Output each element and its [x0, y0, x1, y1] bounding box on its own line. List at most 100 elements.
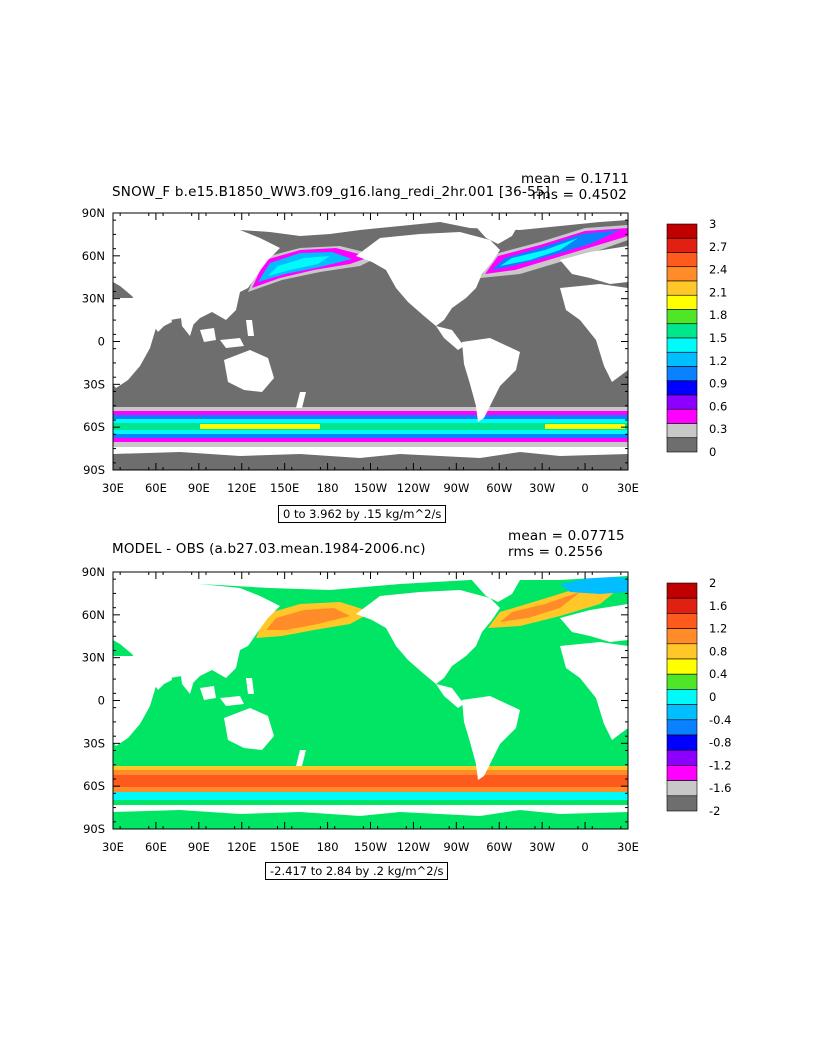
x-tick-label: 30W: [529, 481, 555, 495]
colorbar-swatch: [666, 673, 698, 690]
colorbar-label: -1.2: [709, 758, 731, 772]
colorbar-swatch: [666, 597, 698, 614]
y-tick-label: 90S: [83, 463, 105, 477]
colorbar-swatch: [666, 749, 698, 766]
natl-anom-inner: [500, 592, 580, 622]
x-tick-label: 0: [581, 481, 588, 495]
y-tick-label: 90S: [83, 822, 105, 836]
x-tick-label: 90E: [188, 481, 210, 495]
colorbar-swatch: [666, 437, 698, 453]
colorbar-label: 2.1: [709, 285, 727, 299]
y-tick-label: 60N: [82, 608, 105, 622]
x-tick-label: 120W: [397, 840, 430, 854]
axis-ticks: [112, 212, 629, 471]
colorbar-swatch: [666, 689, 698, 705]
so-band-green: [113, 423, 628, 430]
x-axis-labels: 30E 60E 90E 120E 150E 180 150W 120W 90W 60W 30W 0 30…: [102, 481, 639, 495]
snowf-panel: SNOW_F b.e15.B1850_WW3.f09_g16.lang_redi…: [0, 170, 818, 530]
y-tick-label: 60S: [83, 779, 105, 793]
colorbar-label: 2: [709, 576, 716, 590]
colorbar-swatch: [666, 237, 698, 253]
colorbar-swatch: [666, 351, 698, 367]
colorbar-label: 0.3: [709, 422, 727, 436]
colorbar-label: -0.4: [709, 713, 731, 727]
so-band-cyan: [113, 792, 628, 800]
colorbar-swatch: [666, 780, 698, 797]
x-tick-label: 0: [581, 840, 588, 854]
y-tick-label: 90N: [82, 565, 105, 579]
y-tick-label: 30N: [82, 292, 105, 306]
colorbar-swatch: [666, 337, 698, 353]
colorbar-swatch: [666, 704, 698, 721]
y-tick-label: 60S: [83, 420, 105, 434]
npac-track-inner: [258, 252, 352, 282]
colorbar-label: 1.8: [709, 308, 727, 322]
mean-label: mean = 0.1711: [521, 171, 630, 187]
x-tick-label: 30E: [102, 481, 124, 495]
y-tick-label: 60N: [82, 249, 105, 263]
rms-label: rms = 0.4502: [532, 187, 628, 203]
x-tick-label: 180: [317, 840, 339, 854]
x-tick-label: 150E: [270, 840, 299, 854]
mean-label: mean = 0.07715: [508, 528, 625, 544]
x-tick-label: 150W: [354, 481, 387, 495]
colorbar-label: 3: [709, 217, 716, 231]
colorbar: 3 2.7 2.4 2.1 1.8 1.5 1.2 0.9 0.6 0.3 0: [666, 217, 727, 459]
x-tick-label: 60W: [486, 481, 512, 495]
axis-ticks: [112, 571, 629, 830]
y-tick-label: 30S: [83, 736, 105, 750]
x-tick-label: 90W: [443, 840, 469, 854]
y-axis-labels: 90N 60N 30N 0 30S 60S 90S: [82, 565, 105, 836]
panel-title: SNOW_F b.e15.B1850_WW3.f09_g16.lang_redi…: [112, 184, 551, 200]
colorbar-swatch: [666, 613, 698, 629]
x-tick-label: 30W: [529, 840, 555, 854]
x-tick-label: 90W: [443, 481, 469, 495]
arctic-anom: [560, 576, 628, 594]
colorbar-swatch: [666, 294, 698, 310]
map-svg: 90N 60N 30N 0 30S 60S 90S 30E 60E 90E 120E 150E 180…: [82, 565, 732, 854]
colorbar-swatch: [666, 765, 698, 781]
units-label: -2.417 to 2.84 by .2 kg/m^2/s: [265, 862, 449, 880]
colorbar-swatch: [666, 266, 698, 282]
y-tick-label: 0: [98, 335, 105, 349]
colorbar-swatch: [666, 408, 698, 424]
so-band-yellow: [545, 424, 625, 429]
colorbar-label: 0.9: [709, 377, 727, 391]
x-tick-label: 30E: [617, 840, 639, 854]
x-tick-label: 120E: [227, 481, 256, 495]
colorbar-label: 1.5: [709, 331, 727, 345]
colorbar-label: 2.4: [709, 263, 727, 277]
x-tick-label: 150W: [354, 840, 387, 854]
diff-panel: MODEL - OBS (a.b27.03.mean.1984-2006.nc)…: [0, 528, 818, 888]
x-axis-labels: 30E 60E 90E 120E 150E 180 150W 120W 90W 60W 30W 0 30…: [102, 840, 639, 854]
x-tick-label: 150E: [270, 481, 299, 495]
colorbar-label: -1.6: [709, 781, 731, 795]
so-band-red: [113, 775, 628, 787]
colorbar-swatch: [666, 323, 698, 339]
x-tick-label: 30E: [102, 840, 124, 854]
x-tick-label: 60W: [486, 840, 512, 854]
x-tick-label: 30E: [617, 481, 639, 495]
colorbar-swatch: [666, 643, 698, 660]
colorbar-swatch: [666, 223, 698, 239]
colorbar-swatch: [666, 309, 698, 325]
npac-anom-inner: [266, 608, 350, 630]
x-tick-label: 60E: [145, 481, 167, 495]
x-tick-label: 180: [317, 481, 339, 495]
land: [113, 213, 628, 458]
colorbar-swatch: [666, 280, 698, 296]
colorbar-label: 0: [709, 445, 716, 459]
colorbar-label: 0: [709, 690, 716, 704]
colorbar-label: 2.7: [709, 240, 727, 254]
colorbar-label: 1.2: [709, 622, 727, 636]
colorbar-swatch: [666, 423, 698, 439]
map-area: [112, 571, 629, 830]
colorbar-label: 0.6: [709, 399, 727, 413]
y-tick-label: 0: [98, 694, 105, 708]
panel-title: MODEL - OBS (a.b27.03.mean.1984-2006.nc): [112, 541, 426, 557]
colorbar-swatch: [666, 252, 698, 268]
x-tick-label: 120W: [397, 481, 430, 495]
map-svg: 90N 60N 30N 0 30S 60S 90S 30E 60E 90E 120E 150E 180…: [82, 206, 728, 495]
colorbar-swatch: [666, 795, 698, 812]
colorbar-swatch: [666, 719, 698, 736]
